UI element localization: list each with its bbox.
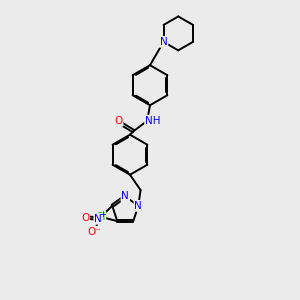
Text: O⁻: O⁻ xyxy=(88,227,101,237)
Text: +: + xyxy=(99,210,106,219)
Text: O: O xyxy=(114,116,123,126)
Text: NH: NH xyxy=(145,116,160,126)
Text: N: N xyxy=(134,201,142,211)
Text: O: O xyxy=(81,213,89,223)
Text: Cl: Cl xyxy=(95,212,106,222)
Text: N: N xyxy=(160,37,167,47)
Text: N: N xyxy=(94,214,102,224)
Text: N: N xyxy=(122,191,129,201)
